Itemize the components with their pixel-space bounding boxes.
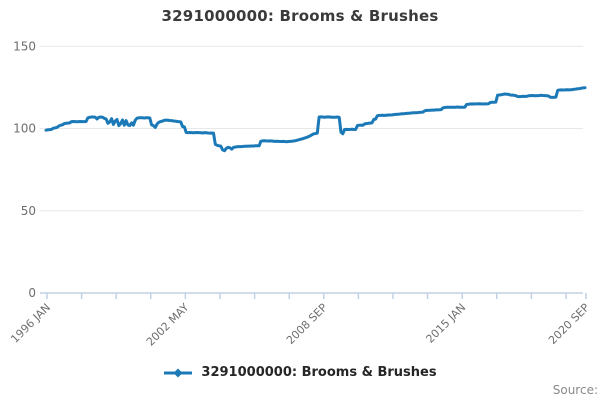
x-tick-label: 2015 JAN	[424, 301, 469, 346]
x-tick-label: 2020 SEP	[546, 301, 592, 347]
chart-title: 3291000000: Brooms & Brushes	[161, 7, 439, 25]
legend-line-icon	[164, 368, 193, 377]
line-chart-plot: 0 50 100 150 1996 JAN 2002 MAY 2008 SEP 2015 JA…	[8, 39, 592, 349]
y-tick-label-100: 100	[13, 122, 36, 136]
y-tick-label-50: 50	[21, 204, 36, 218]
y-tick-label-0: 0	[28, 286, 36, 300]
x-tick-label: 2002 MAY	[144, 301, 192, 349]
source-label: Source:	[552, 383, 598, 397]
chart-legend: 3291000000: Brooms & Brushes	[0, 365, 600, 380]
legend-series-label: 3291000000: Brooms & Brushes	[201, 365, 437, 380]
y-tick-label-150: 150	[13, 39, 36, 53]
x-tick-label: 1996 JAN	[8, 301, 53, 346]
series-line	[44, 86, 587, 153]
x-tick-label: 2008 SEP	[284, 301, 330, 347]
